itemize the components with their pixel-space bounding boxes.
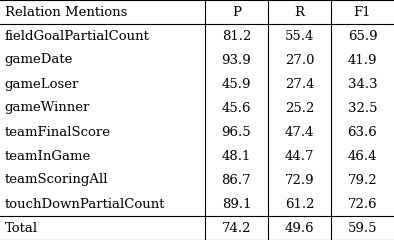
Text: 55.4: 55.4 bbox=[285, 30, 314, 42]
Text: gameLoser: gameLoser bbox=[5, 78, 79, 90]
Text: gameDate: gameDate bbox=[5, 54, 73, 66]
Text: P: P bbox=[232, 6, 241, 18]
Text: 27.0: 27.0 bbox=[285, 54, 314, 66]
Text: teamFinalScore: teamFinalScore bbox=[5, 126, 111, 138]
Text: 72.6: 72.6 bbox=[348, 198, 377, 210]
Text: 41.9: 41.9 bbox=[348, 54, 377, 66]
Text: 47.4: 47.4 bbox=[285, 126, 314, 138]
Text: 25.2: 25.2 bbox=[285, 102, 314, 114]
Text: 96.5: 96.5 bbox=[221, 126, 251, 138]
Text: 74.2: 74.2 bbox=[222, 222, 251, 234]
Text: 86.7: 86.7 bbox=[221, 174, 251, 186]
Text: 45.9: 45.9 bbox=[222, 78, 251, 90]
Text: 72.9: 72.9 bbox=[284, 174, 314, 186]
Text: 32.5: 32.5 bbox=[348, 102, 377, 114]
Text: teamScoringAll: teamScoringAll bbox=[5, 174, 108, 186]
Text: 63.6: 63.6 bbox=[348, 126, 377, 138]
Text: 61.2: 61.2 bbox=[285, 198, 314, 210]
Text: 65.9: 65.9 bbox=[348, 30, 377, 42]
Text: 93.9: 93.9 bbox=[221, 54, 251, 66]
Text: Relation Mentions: Relation Mentions bbox=[5, 6, 127, 18]
Text: 45.6: 45.6 bbox=[222, 102, 251, 114]
Text: Total: Total bbox=[5, 222, 38, 234]
Text: gameWinner: gameWinner bbox=[5, 102, 90, 114]
Text: 81.2: 81.2 bbox=[222, 30, 251, 42]
Text: F1: F1 bbox=[354, 6, 371, 18]
Text: R: R bbox=[294, 6, 305, 18]
Text: touchDownPartialCount: touchDownPartialCount bbox=[5, 198, 165, 210]
Text: 48.1: 48.1 bbox=[222, 150, 251, 162]
Text: 89.1: 89.1 bbox=[222, 198, 251, 210]
Text: 59.5: 59.5 bbox=[348, 222, 377, 234]
Text: 27.4: 27.4 bbox=[285, 78, 314, 90]
Text: 46.4: 46.4 bbox=[348, 150, 377, 162]
Text: 79.2: 79.2 bbox=[348, 174, 377, 186]
Text: fieldGoalPartialCount: fieldGoalPartialCount bbox=[5, 30, 150, 42]
Text: 44.7: 44.7 bbox=[285, 150, 314, 162]
Text: 34.3: 34.3 bbox=[348, 78, 377, 90]
Text: 49.6: 49.6 bbox=[284, 222, 314, 234]
Text: teamInGame: teamInGame bbox=[5, 150, 91, 162]
